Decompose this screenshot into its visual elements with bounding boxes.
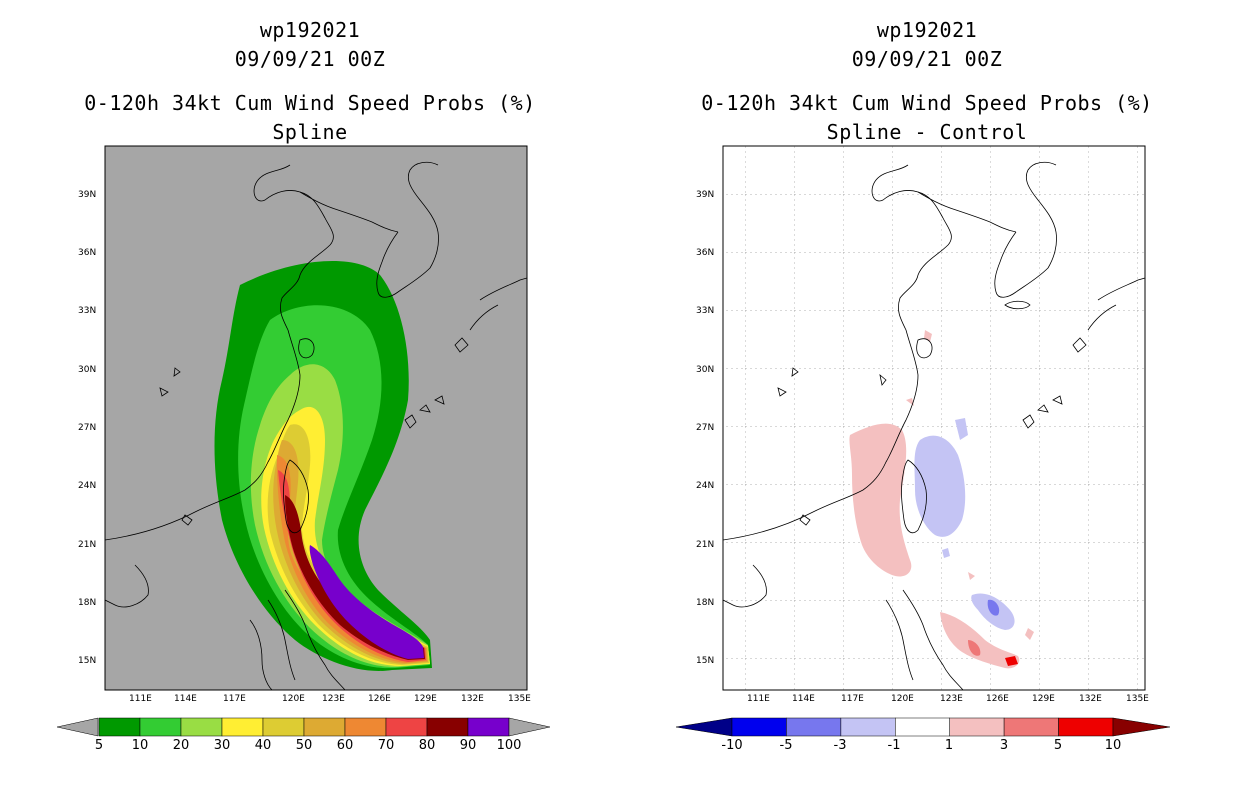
- left-lat-label-15n: 15N: [78, 656, 97, 666]
- right-colorbar-swatch-0: [731, 717, 787, 737]
- right-map-grid: [723, 146, 1145, 690]
- right-lat-label-15n: 15N: [696, 656, 715, 666]
- right-colorbar-label-3: 3: [999, 738, 1009, 753]
- right-colorbar-label-5: 5: [1053, 738, 1063, 753]
- left-colorbar-swatch-0: [98, 717, 141, 737]
- right-colorbar-swatch-6: [1058, 717, 1114, 737]
- left-colorbar-over-arrow: [508, 717, 551, 737]
- right-colorbar-under-arrow: [675, 717, 733, 737]
- right-lon-label-111e: 111E: [747, 694, 770, 704]
- left-colorbar-swatch-8: [426, 717, 469, 737]
- left-colorbar-swatch-7: [385, 717, 428, 737]
- right-lon-label-123e: 123E: [940, 694, 963, 704]
- left-colorbar-label-60: 60: [336, 738, 354, 753]
- left-lat-label-27n: 27N: [78, 423, 97, 433]
- right-lon-label-126e: 126E: [986, 694, 1009, 704]
- left-lat-label-36n: 36N: [78, 248, 97, 258]
- left-title-storm: wp192021: [259, 18, 361, 42]
- left-map-frame: [104, 145, 528, 691]
- right-title-date: 09/09/21 00Z: [851, 47, 1003, 71]
- right-lon-label-132e: 132E: [1079, 694, 1102, 704]
- right-colorbar-label-10: 10: [1104, 738, 1122, 753]
- left-lon-label-132e: 132E: [461, 694, 484, 704]
- right-colorbar-label-neg3: -3: [833, 738, 847, 753]
- left-colorbar-swatch-9: [467, 717, 510, 737]
- left-colorbar-swatch-4: [262, 717, 305, 737]
- right-lat-label-24n: 24N: [696, 481, 715, 491]
- right-title-storm: wp192021: [876, 18, 978, 42]
- left-colorbar-label-40: 40: [254, 738, 272, 753]
- right-colorbar-swatch-1: [786, 717, 842, 737]
- left-probability-field: [214, 261, 432, 671]
- right-coastline: [723, 161, 1145, 690]
- right-lon-label-135e: 135E: [1126, 694, 1149, 704]
- left-colorbar: [56, 717, 551, 737]
- left-colorbar-label-10: 10: [131, 738, 149, 753]
- right-colorbar-label-neg1: -1: [887, 738, 901, 753]
- left-colorbar-swatch-6: [344, 717, 387, 737]
- right-colorbar-swatch-4: [949, 717, 1005, 737]
- left-colorbar-label-70: 70: [377, 738, 395, 753]
- left-colorbar-swatch-5: [303, 717, 346, 737]
- left-colorbar-swatch-1: [139, 717, 182, 737]
- right-colorbar-swatch-5: [1003, 717, 1059, 737]
- left-lon-label-135e: 135E: [508, 694, 531, 704]
- left-colorbar-label-100: 100: [496, 738, 522, 753]
- left-lat-label-39n: 39N: [78, 190, 97, 200]
- left-colorbar-label-30: 30: [213, 738, 231, 753]
- left-colorbar-label-5: 5: [94, 738, 104, 753]
- right-lat-label-21n: 21N: [696, 540, 715, 550]
- left-lat-label-21n: 21N: [78, 540, 97, 550]
- left-lon-label-117e: 117E: [223, 694, 246, 704]
- left-colorbar-under-arrow: [56, 717, 99, 737]
- right-lat-label-36n: 36N: [696, 248, 715, 258]
- left-title-product: 0-120h 34kt Cum Wind Speed Probs (%): [84, 91, 536, 115]
- right-map-frame: [722, 145, 1146, 691]
- left-lon-label-120e: 120E: [282, 694, 305, 704]
- left-colorbar-label-90: 90: [459, 738, 477, 753]
- right-colorbar-label-neg5: -5: [779, 738, 793, 753]
- right-lon-label-120e: 120E: [891, 694, 914, 704]
- left-lon-label-114e: 114E: [174, 694, 197, 704]
- right-colorbar-label-1: 1: [944, 738, 954, 753]
- right-lat-label-18n: 18N: [696, 598, 715, 608]
- right-difference-field: [849, 330, 1034, 669]
- left-colorbar-label-80: 80: [418, 738, 436, 753]
- left-lon-label-123e: 123E: [322, 694, 345, 704]
- right-colorbar-over-arrow: [1112, 717, 1171, 737]
- right-lat-label-27n: 27N: [696, 423, 715, 433]
- left-lon-label-129e: 129E: [414, 694, 437, 704]
- right-title-sub: Spline - Control: [826, 120, 1028, 144]
- left-lat-label-33n: 33N: [78, 306, 97, 316]
- left-colorbar-swatch-3: [221, 717, 264, 737]
- left-coastline: [105, 161, 527, 690]
- left-lat-label-30n: 30N: [78, 365, 97, 375]
- left-title-sub: Spline: [272, 120, 348, 144]
- right-colorbar-swatch-3: [895, 717, 950, 737]
- left-colorbar-label-50: 50: [295, 738, 313, 753]
- right-lat-label-30n: 30N: [696, 365, 715, 375]
- left-lon-label-126e: 126E: [368, 694, 391, 704]
- left-colorbar-swatch-2: [180, 717, 223, 737]
- right-colorbar-swatch-2: [840, 717, 896, 737]
- right-lon-label-114e: 114E: [792, 694, 815, 704]
- right-lon-label-117e: 117E: [841, 694, 864, 704]
- left-lat-label-24n: 24N: [78, 481, 97, 491]
- left-lat-label-18n: 18N: [78, 598, 97, 608]
- right-colorbar-label-neg10: -10: [721, 738, 743, 753]
- right-lat-label-33n: 33N: [696, 306, 715, 316]
- left-title-date: 09/09/21 00Z: [234, 47, 386, 71]
- left-colorbar-label-20: 20: [172, 738, 190, 753]
- left-lon-label-111e: 111E: [129, 694, 152, 704]
- right-lon-label-129e: 129E: [1032, 694, 1055, 704]
- right-lat-label-39n: 39N: [696, 190, 715, 200]
- right-colorbar: [675, 717, 1171, 737]
- right-title-product: 0-120h 34kt Cum Wind Speed Probs (%): [701, 91, 1153, 115]
